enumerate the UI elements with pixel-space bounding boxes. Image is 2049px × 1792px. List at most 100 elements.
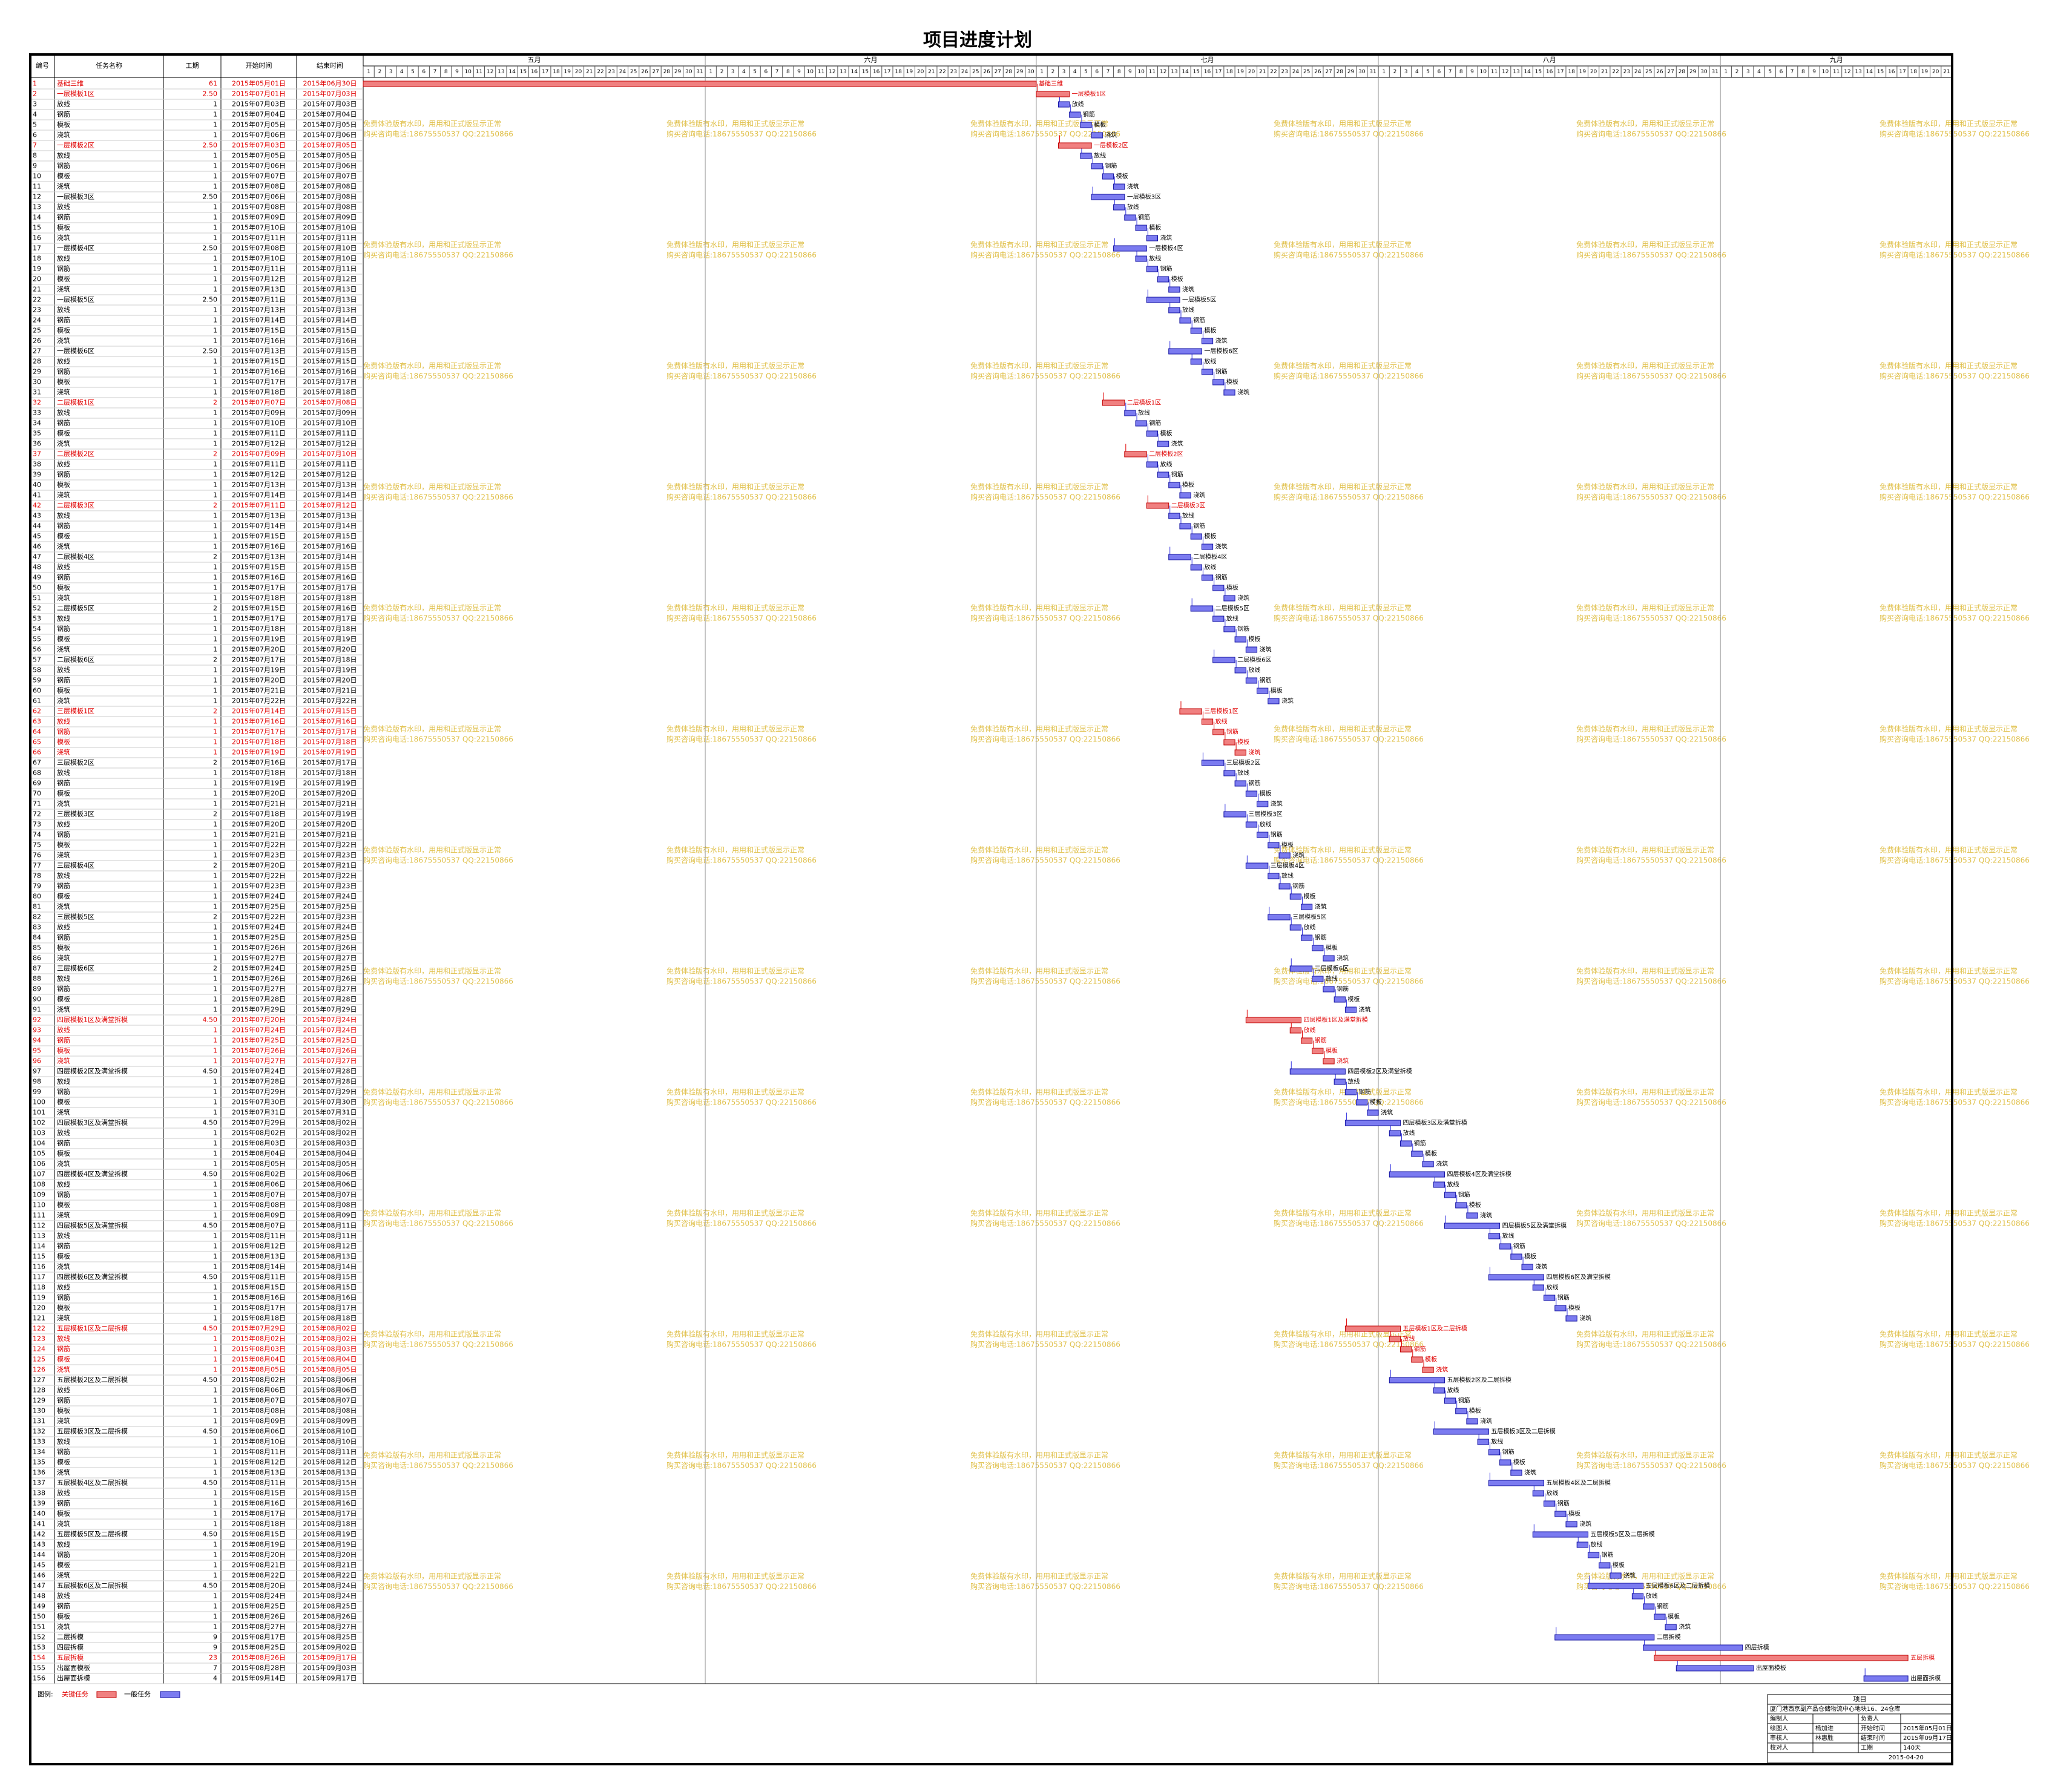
task-bar (1599, 1562, 1611, 1569)
task-duration: 1 (213, 1057, 217, 1065)
task-name: 模板 (57, 1561, 70, 1569)
watermark: 购买咨询电话:18675550537 QQ:22150866 (1576, 1219, 1726, 1228)
task-end: 2015年07月10日 (303, 450, 357, 458)
task-start: 2015年08月26日 (232, 1612, 286, 1621)
info-cell: 编制人 (1770, 1715, 1788, 1722)
task-start: 2015年07月22日 (232, 697, 286, 705)
task-name: 钢筋 (57, 1139, 70, 1147)
day-label: 7 (775, 69, 779, 75)
bar-label: 模板 (1425, 1356, 1437, 1364)
day-label: 16 (873, 69, 880, 75)
task-bar (1146, 461, 1159, 468)
task-duration: 2 (213, 913, 217, 921)
task-id: 126 (33, 1366, 45, 1374)
task-end: 2015年07月18日 (303, 388, 357, 396)
task-id: 137 (33, 1479, 45, 1487)
task-name: 三层模板2区 (57, 758, 94, 767)
task-bar (1245, 646, 1258, 653)
day-label: 3 (1404, 69, 1408, 75)
task-duration: 1 (213, 409, 217, 417)
day-label: 2 (1051, 69, 1054, 75)
column-header: 开始时间 (246, 61, 272, 70)
day-label: 18 (553, 69, 560, 75)
task-end: 2015年07月24日 (303, 1026, 357, 1034)
task-duration: 7 (213, 1664, 217, 1672)
task-name: 放线 (57, 511, 70, 520)
task-id: 42 (33, 502, 41, 510)
task-id: 61 (33, 697, 41, 705)
task-duration: 4.50 (203, 1325, 218, 1333)
day-label: 24 (619, 69, 627, 75)
task-bar (1168, 513, 1180, 519)
watermark: 免费体验版有水印，用用和正式版显示正常 (1880, 724, 2018, 734)
bar-label: 五层模板1区及二层拆模 (1403, 1325, 1467, 1333)
day-label: 18 (1910, 69, 1917, 75)
task-bar (1245, 862, 1269, 869)
task-name: 浇筑 (57, 388, 70, 396)
bar-label: 模板 (1469, 1201, 1481, 1209)
task-start: 2015年08月07日 (232, 1221, 286, 1230)
task-name: 放线 (57, 151, 70, 160)
task-name: 浇筑 (57, 1211, 70, 1219)
day-label: 4 (400, 69, 404, 75)
task-duration: 1 (213, 1448, 217, 1456)
task-start: 2015年07月16日 (232, 717, 286, 726)
month-label: 八月 (1543, 56, 1556, 64)
task-duration: 2.50 (203, 245, 218, 252)
task-name: 模板 (57, 532, 70, 540)
task-start: 2015年07月28日 (232, 1077, 286, 1086)
watermark: 免费体验版有水印，用用和正式版显示正常 (363, 240, 501, 249)
task-id: 113 (33, 1232, 45, 1240)
day-label: 1 (1382, 69, 1386, 75)
bar-label: 三层模板2区 (1226, 759, 1260, 767)
task-start: 2015年08月05日 (232, 1160, 286, 1168)
task-start: 2015年08月20日 (232, 1581, 286, 1590)
bar-label: 放线 (1447, 1181, 1459, 1189)
task-bar (1565, 1315, 1577, 1322)
task-start: 2015年07月15日 (232, 563, 286, 571)
task-name: 放线 (57, 1232, 70, 1240)
task-id: 153 (33, 1644, 45, 1652)
watermark: 免费体验版有水印，用用和正式版显示正常 (666, 1572, 804, 1581)
task-name: 钢筋 (57, 779, 70, 787)
day-label: 31 (1369, 69, 1376, 75)
watermark: 免费体验版有水印，用用和正式版显示正常 (970, 1330, 1108, 1339)
info-cell: 林惠胜 (1815, 1734, 1834, 1742)
bar-label: 模板 (1370, 1098, 1382, 1106)
day-label: 30 (1700, 69, 1708, 75)
task-start: 2015年08月02日 (232, 1170, 286, 1178)
task-name: 浇筑 (57, 697, 70, 705)
watermark: 免费体验版有水印，用用和正式版显示正常 (363, 1330, 501, 1339)
task-duration: 1 (213, 1191, 217, 1199)
task-end: 2015年08月06日 (303, 1170, 357, 1178)
task-name: 四层模板1区及满堂拆模 (57, 1016, 128, 1024)
task-id: 80 (33, 893, 41, 901)
bar-label: 钢筋 (1557, 1294, 1570, 1302)
bar-label: 模板 (1568, 1510, 1580, 1518)
task-end: 2015年07月10日 (303, 244, 357, 252)
task-bar (1477, 1439, 1489, 1445)
watermark: 免费体验版有水印，用用和正式版显示正常 (1576, 119, 1714, 128)
task-start: 2015年05月01日 (232, 79, 286, 88)
task-name: 三层模板4区 (57, 861, 94, 870)
task-start: 2015年07月01日 (232, 90, 286, 98)
watermark: 购买咨询电话:18675550537 QQ:22150866 (1576, 372, 1726, 381)
task-end: 2015年07月11日 (303, 460, 357, 468)
task-id: 96 (33, 1057, 41, 1065)
task-start: 2015年08月13日 (232, 1468, 286, 1477)
task-end: 2015年07月13日 (303, 306, 357, 314)
task-name: 一层模板4区 (57, 244, 94, 252)
watermark: 购买咨询电话:18675550537 QQ:22150866 (666, 735, 817, 744)
task-id: 66 (33, 749, 41, 757)
task-name: 放线 (57, 254, 70, 263)
task-id: 84 (33, 934, 41, 942)
task-start: 2015年08月21日 (232, 1561, 286, 1569)
task-end: 2015年07月20日 (303, 789, 357, 798)
watermark: 免费体验版有水印，用用和正式版显示正常 (363, 724, 501, 734)
task-end: 2015年08月15日 (303, 1489, 357, 1497)
task-duration: 1 (213, 1160, 217, 1168)
task-id: 56 (33, 646, 41, 654)
task-bar (1091, 132, 1103, 139)
bar-label: 钢筋 (1226, 728, 1238, 736)
bar-label: 四层模板3区及满堂拆模 (1403, 1119, 1467, 1127)
